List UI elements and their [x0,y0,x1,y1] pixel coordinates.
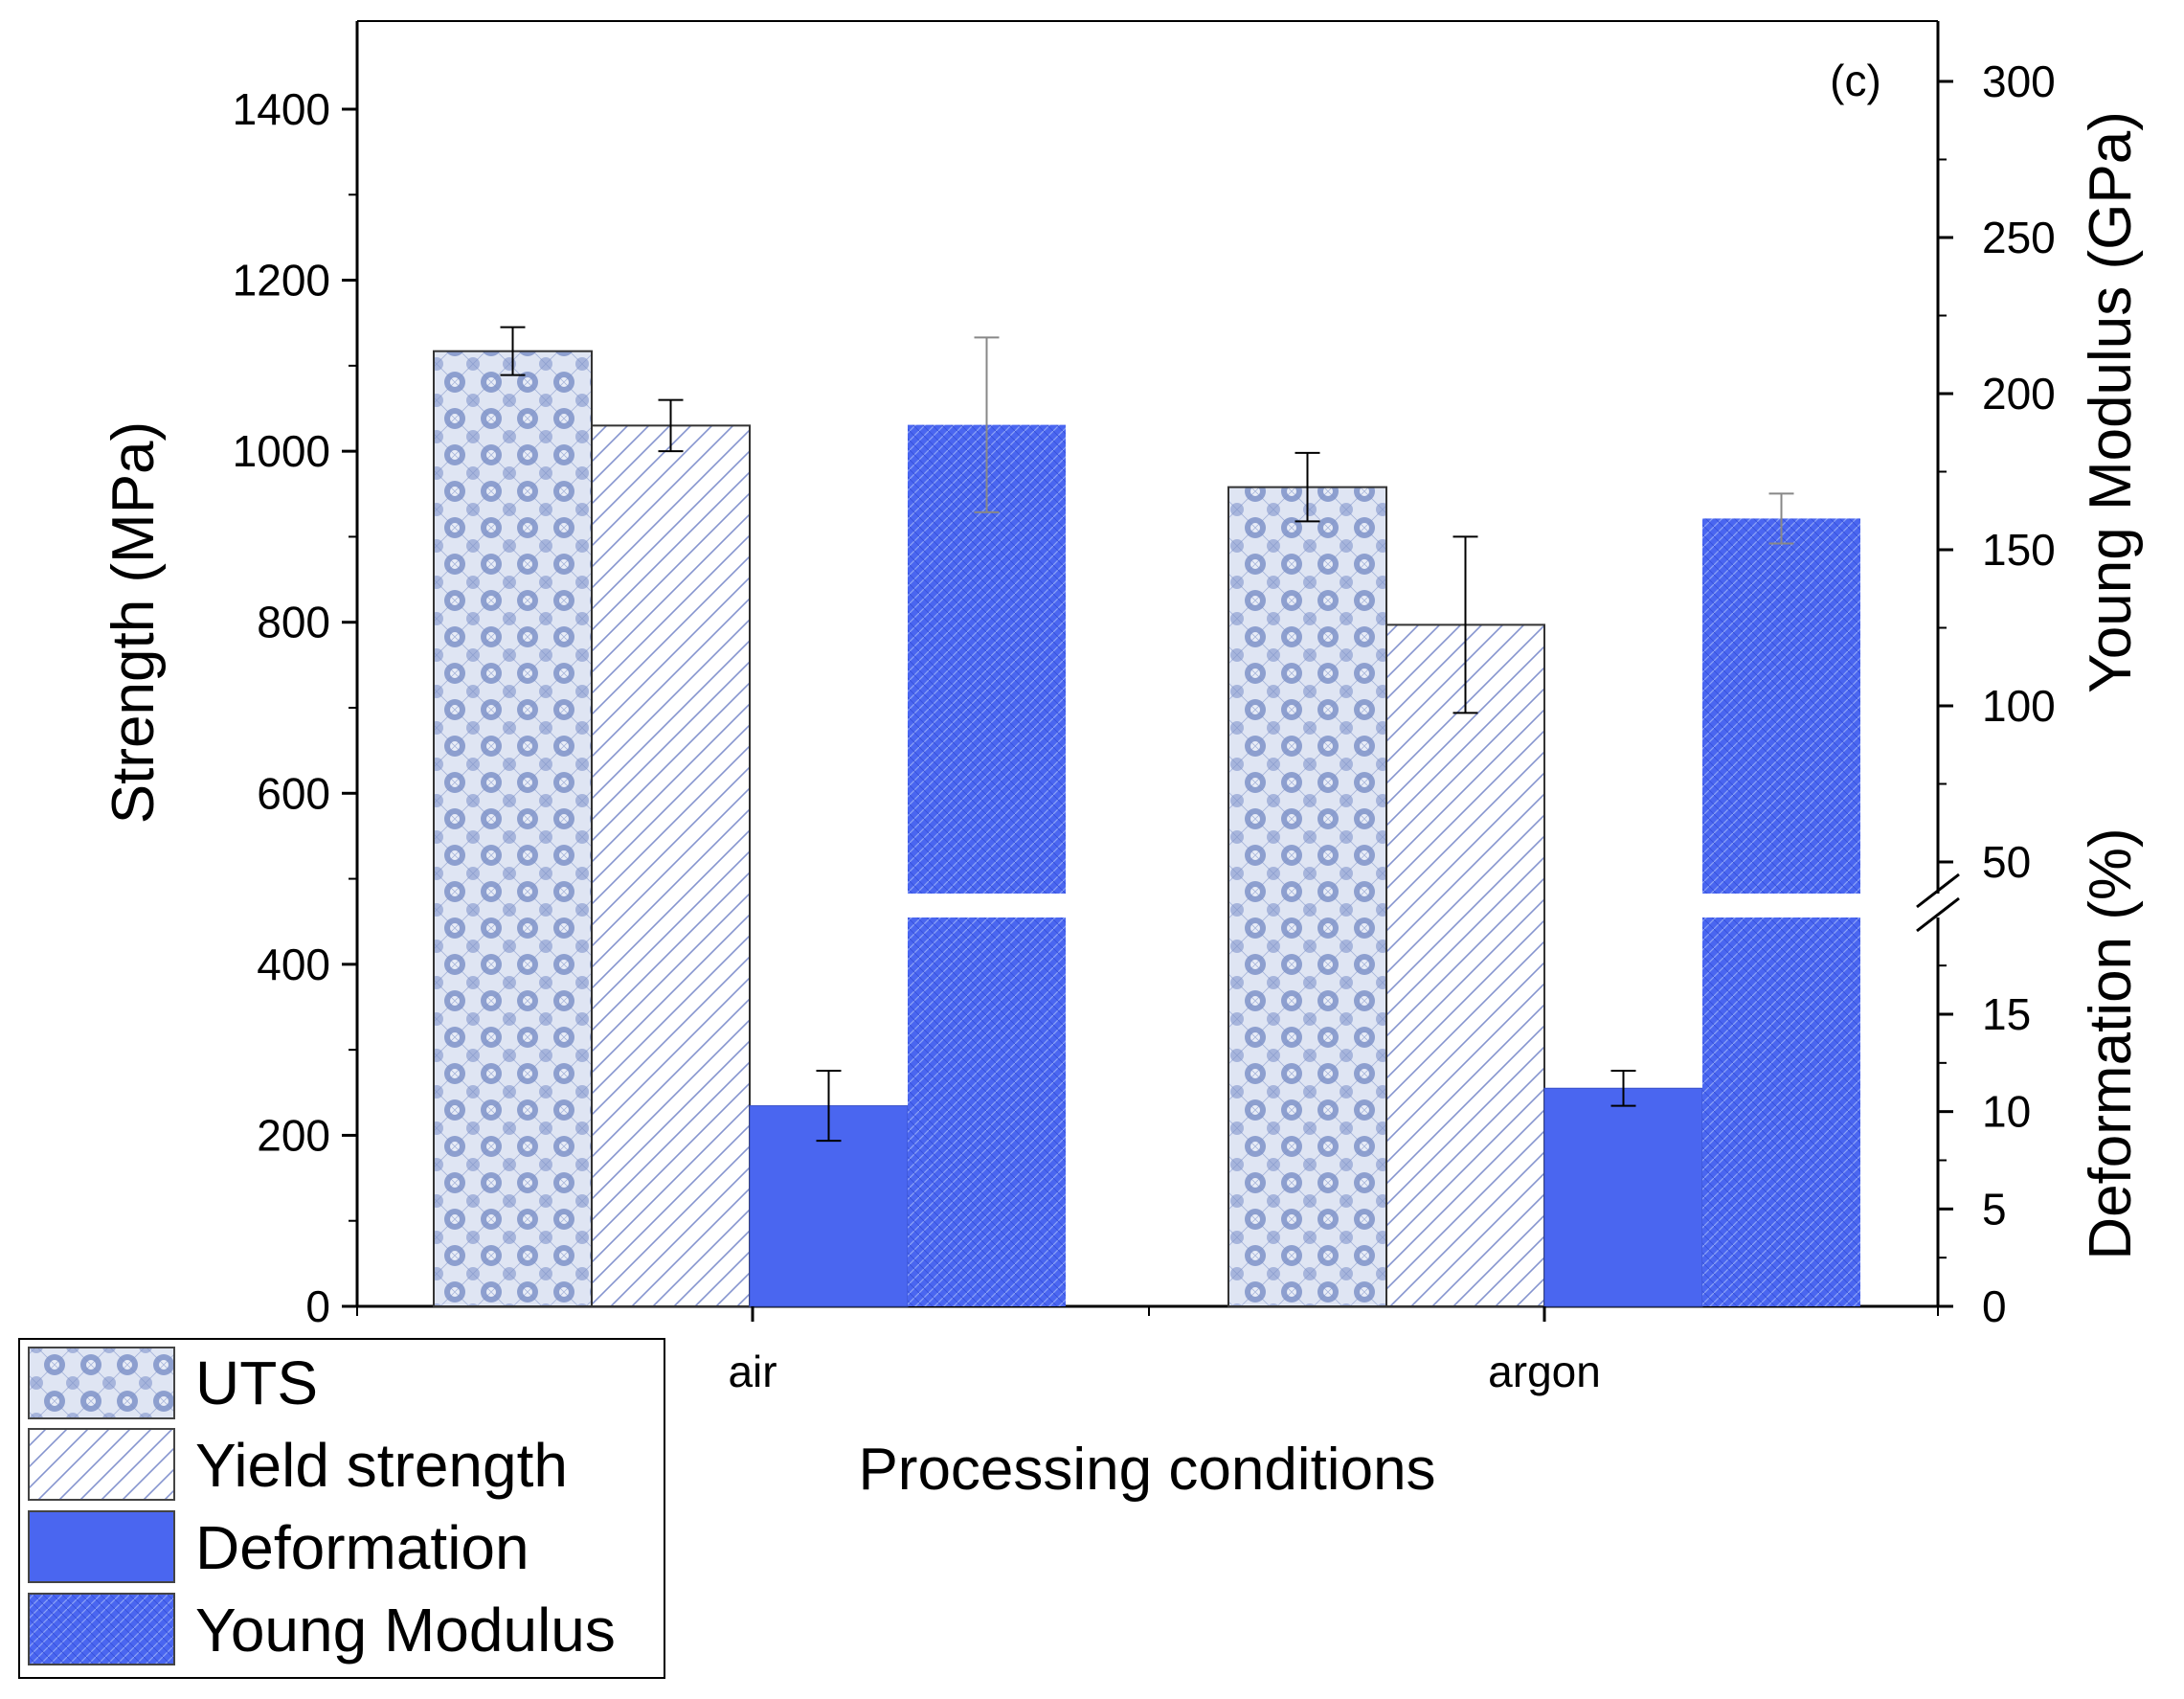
axis-break-mark-lower [1916,896,1960,933]
legend-swatch-yield-strength [28,1428,175,1501]
y-left-tick-label: 1000 [233,426,330,476]
y-left-tick-label: 1200 [233,256,330,306]
x-tick-label: argon [1488,1347,1601,1396]
y-right-bottom-tick-label: 0 [1982,1281,2007,1331]
y-left-tick-label: 1400 [233,84,330,134]
bar-uts [1227,486,1387,1307]
y-left-tick-label: 200 [257,1110,330,1160]
legend-label-yield-strength: Yield strength [195,1431,568,1500]
y-axis-title-right-bottom: Deformation (%) [2078,827,2144,1259]
y-left-tick-label: 600 [257,768,330,818]
bar-uts [433,350,593,1307]
y-right-bottom-tick-label: 5 [1982,1184,2007,1234]
bar-young-modulus-lower [1702,917,1860,1306]
panel-label: (c) [1830,56,1881,105]
y-left-tick-label: 400 [257,940,330,989]
legend-label-young-modulus: Young Modulus [195,1596,616,1665]
ticks: 0200400600800100012001400501001502002503… [233,57,2056,1396]
bars [433,350,1860,1308]
bar-yield-strength [1385,623,1545,1307]
y-right-top-tick-label: 250 [1982,213,2056,262]
y-left-tick-label: 800 [257,598,330,647]
bar-deformation [1543,1087,1703,1307]
bar-young-modulus [1702,518,1860,894]
legend-label-uts: UTS [195,1348,318,1417]
bar-young-modulus-lower [908,917,1066,1306]
legend-swatch-deformation [28,1510,175,1583]
y-right-bottom-tick-label: 15 [1982,989,2031,1039]
y-left-tick-label: 0 [305,1281,330,1331]
y-right-top-tick-label: 150 [1982,525,2056,575]
y-right-top-tick-label: 300 [1982,57,2056,106]
y-axis-title-right-top: Young Modulus (GPa) [2078,111,2144,693]
axis-break-mark-upper [1916,872,1960,909]
x-tick-label: air [728,1347,777,1396]
y-right-top-tick-label: 50 [1982,837,2031,887]
legend: UTS Yield strength Deformation Young Mod… [18,1338,665,1679]
bar-yield-strength [591,424,751,1308]
legend-label-deformation: Deformation [195,1513,529,1582]
y-right-top-tick-label: 200 [1982,369,2056,419]
legend-swatch-young-modulus [28,1593,175,1665]
error-bars [500,326,1794,1143]
y-right-top-tick-label: 100 [1982,681,2056,731]
legend-swatch-uts [28,1347,175,1419]
y-right-bottom-tick-label: 10 [1982,1087,2031,1137]
y-axis-title-left: Strength (MPa) [101,421,167,824]
x-axis-title: Processing conditions [858,1437,1435,1503]
